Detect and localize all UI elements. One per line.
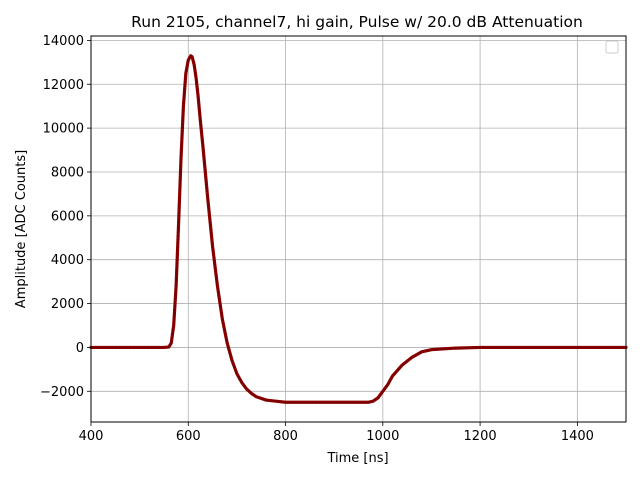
x-axis-label: Time [ns] bbox=[326, 451, 388, 466]
x-tick-label: 400 bbox=[79, 429, 104, 444]
y-tick-label: 8000 bbox=[51, 165, 84, 180]
x-tick-label: 600 bbox=[176, 429, 201, 444]
plot-frame bbox=[90, 35, 627, 423]
x-tick-label: 1000 bbox=[366, 429, 399, 444]
y-tick-label: 4000 bbox=[51, 253, 84, 268]
x-tick-label: 800 bbox=[273, 429, 298, 444]
y-tick-label: 0 bbox=[76, 341, 84, 356]
legend-box bbox=[605, 40, 619, 54]
x-ticks: 400 600 800 1000 1200 1400 bbox=[79, 422, 594, 444]
y-tick-label: 10000 bbox=[43, 122, 84, 137]
y-ticks: −2000 0 2000 4000 6000 8000 10000 12000 14000 bbox=[40, 34, 91, 400]
chart-title: Run 2105, channel7, hi gain, Pulse w/ 20… bbox=[131, 13, 583, 31]
grid bbox=[91, 36, 626, 422]
y-axis-label: Amplitude [ADC Counts] bbox=[14, 150, 29, 308]
y-tick-label: 6000 bbox=[51, 209, 84, 224]
y-tick-label: −2000 bbox=[40, 385, 84, 400]
pulse-line bbox=[89, 54, 628, 404]
x-tick-label: 1200 bbox=[464, 429, 497, 444]
y-tick-label: 12000 bbox=[43, 78, 84, 93]
series-layer bbox=[89, 54, 628, 404]
pulse-line-markers bbox=[91, 54, 626, 403]
y-tick-label: 14000 bbox=[43, 34, 84, 49]
y-tick-label: 2000 bbox=[51, 297, 84, 312]
x-tick-label: 1400 bbox=[561, 429, 594, 444]
